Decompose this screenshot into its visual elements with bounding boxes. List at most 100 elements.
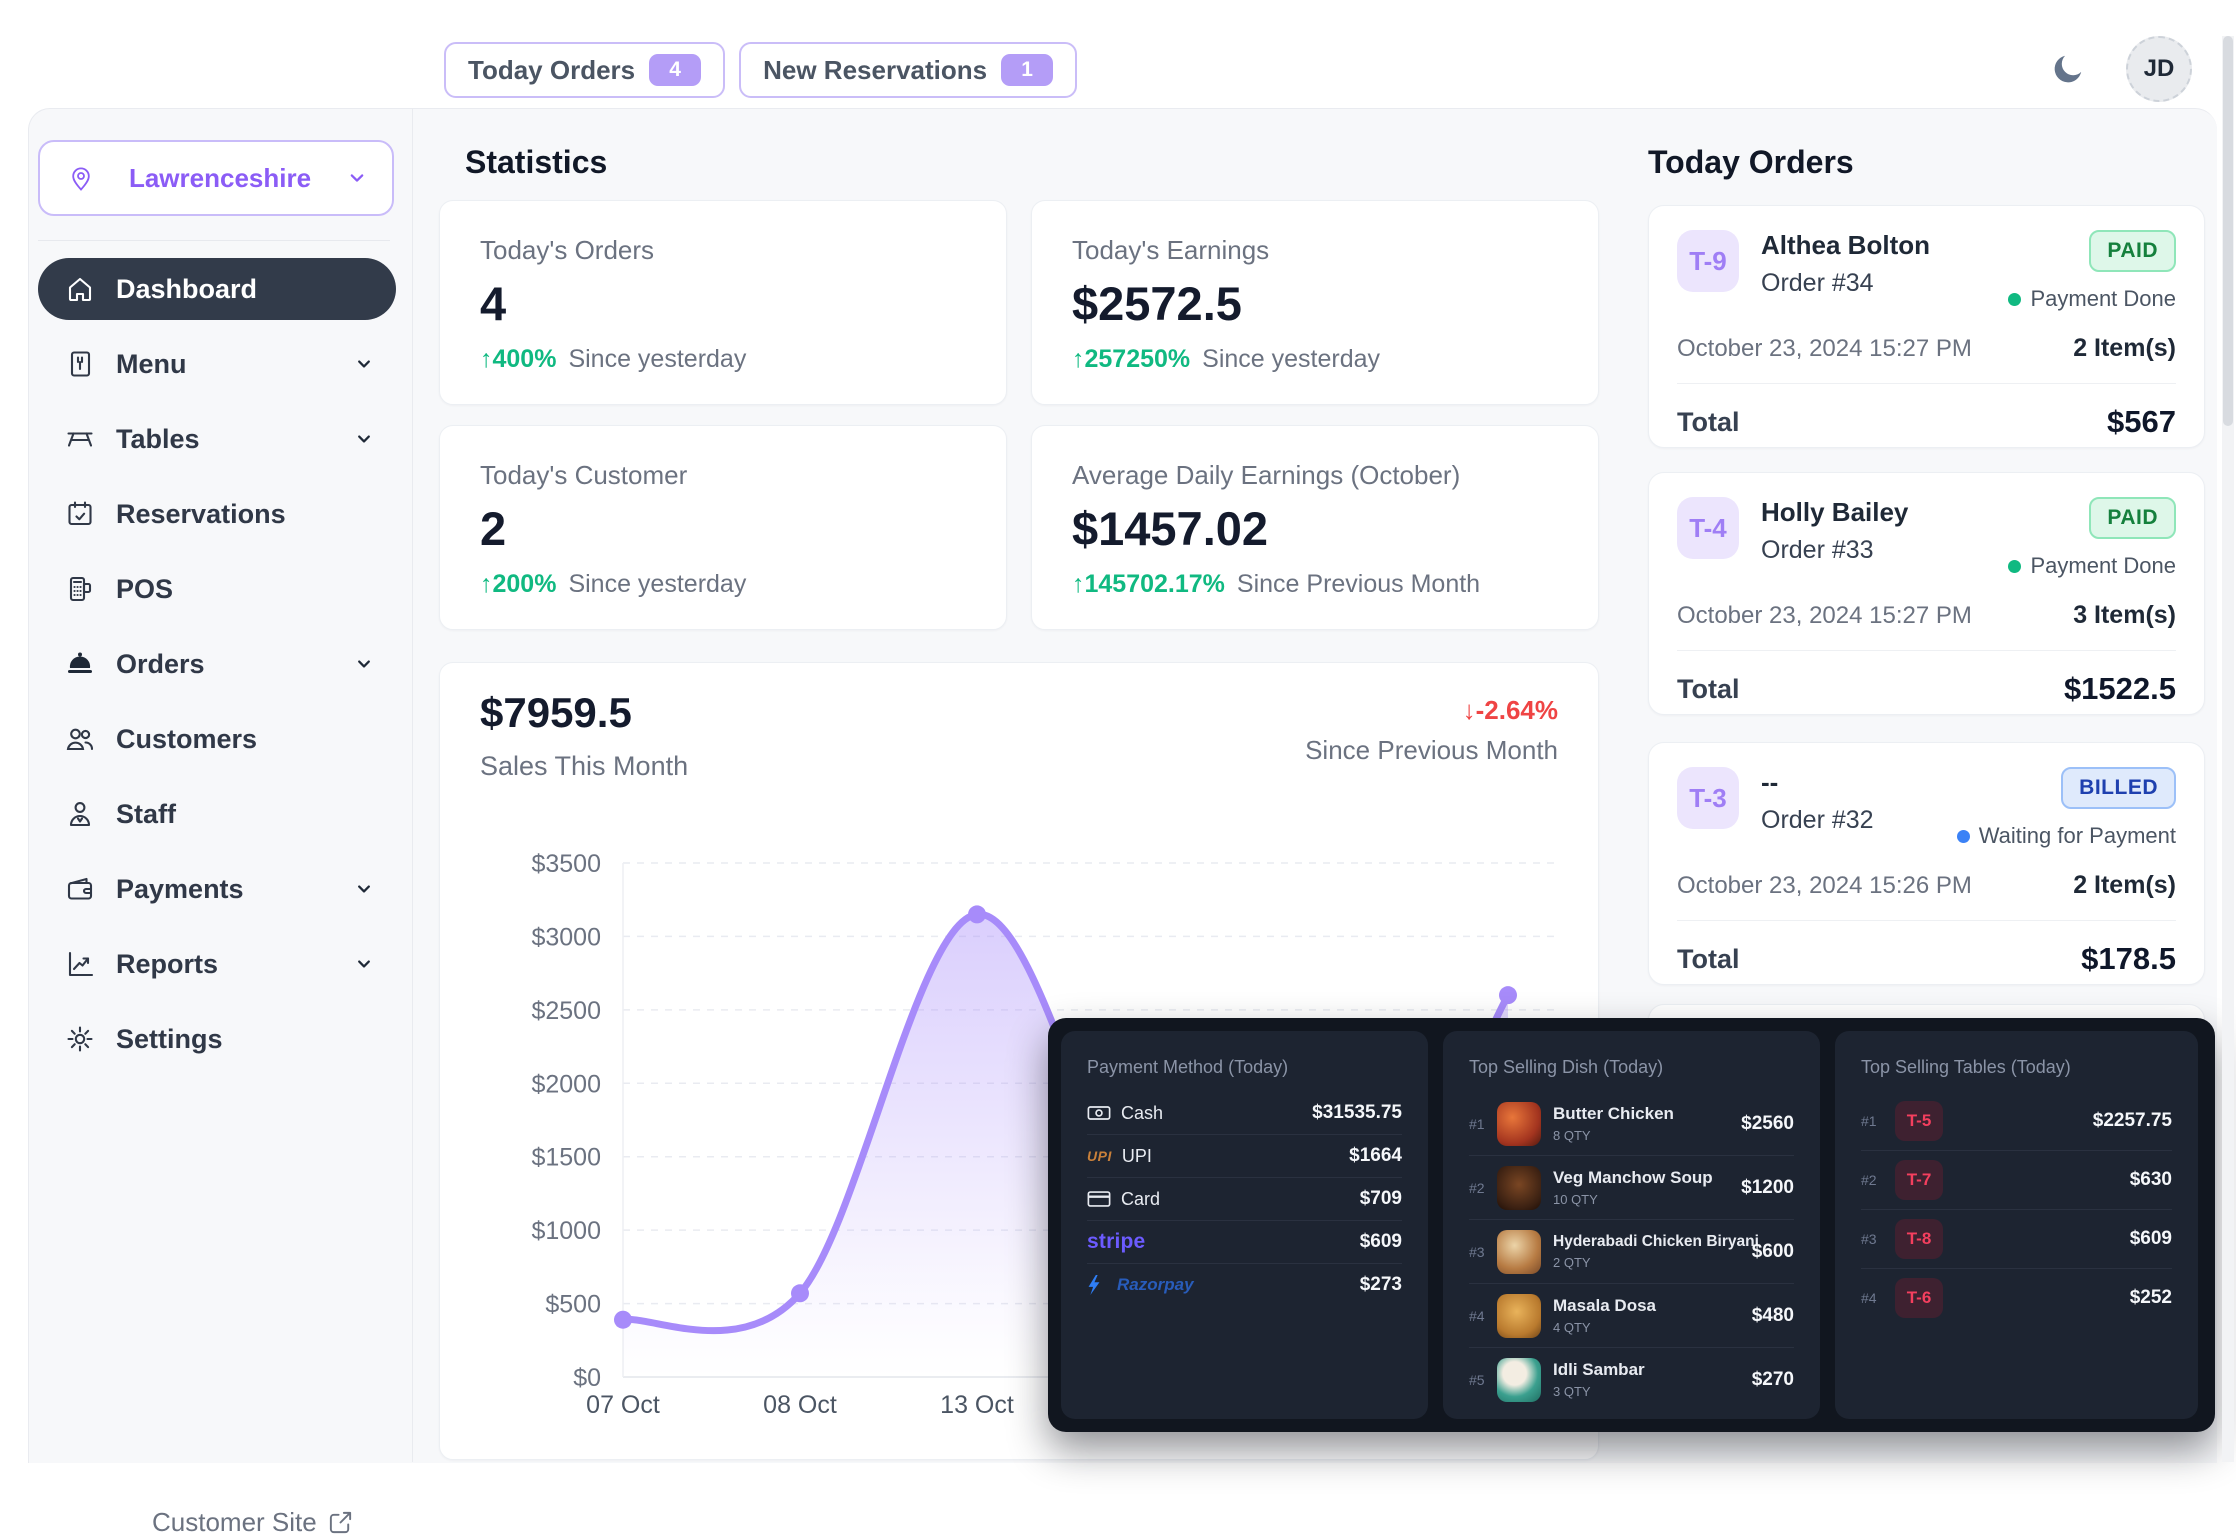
status-note-label: Waiting for Payment [1978,823,2176,848]
svg-text:$1000: $1000 [531,1217,601,1245]
order-items-count: 2 Item(s) [2073,334,2176,362]
order-customer-name: Althea Bolton [1761,230,1930,260]
status-note-label: Payment Done [2030,286,2176,311]
order-total-value: $1522.5 [2063,671,2176,706]
table-id-badge: T-7 [1895,1160,1943,1200]
today-orders-button-label: Today Orders [468,54,636,85]
sidebar-item-reservations[interactable]: Reservations [38,483,396,545]
dish-row: #5 Idli Sambar 3 QTY $270 [1469,1348,1794,1411]
sidebar-item-label: Payments [116,873,244,904]
dish-photo [1497,1357,1541,1402]
sidebar-item-customers[interactable]: Customers [38,708,396,770]
order-datetime: October 23, 2024 15:27 PM [1677,334,1972,362]
avatar[interactable]: JD [2126,36,2192,102]
payment-method-row: Razorpay $273 [1087,1264,1402,1306]
home-icon [64,274,96,304]
stat-value: 4 [480,277,507,330]
sidebar-item-reports[interactable]: Reports [38,933,396,995]
today-orders-button[interactable]: Today Orders 4 [444,42,726,98]
payment-method-title: Payment Method (Today) [1087,1057,1289,1077]
svg-text:$3000: $3000 [531,923,601,951]
payment-method-panel: Payment Method (Today) Cash $31535.75 UP… [1061,1031,1428,1419]
sidebar-item-settings[interactable]: Settings [38,1008,396,1070]
new-reservations-button-label: New Reservations [763,54,988,85]
svg-text:$1500: $1500 [531,1144,601,1172]
scrollbar-thumb[interactable] [2223,36,2233,426]
order-card[interactable]: T-9 Althea Bolton Order #34 PAID Payment… [1648,205,2205,448]
dish-row: #4 Masala Dosa 4 QTY $480 [1469,1284,1794,1348]
svg-text:$2500: $2500 [531,997,601,1025]
sidebar: Lawrenceshire Dashboard Menu Tables [28,108,413,1537]
sidebar-item-label: Reservations [116,498,286,529]
table-icon [64,424,96,454]
avatar-initials: JD [2143,55,2175,82]
new-reservations-button[interactable]: New Reservations 1 [739,42,1078,98]
header-buttons: Today Orders 4 New Reservations 1 [444,42,1078,98]
order-card[interactable]: T-3 -- Order #32 BILLED Waiting for Paym… [1648,742,2205,985]
sidebar-item-label: Customers [116,723,258,754]
order-customer-name: -- [1761,767,1779,797]
card-icon [1087,1187,1111,1211]
order-total-value: $178.5 [2081,941,2176,976]
stat-delta-note: Since Previous Month [1236,570,1481,598]
sidebar-item-dashboard[interactable]: Dashboard [38,258,396,320]
dish-rank: #4 [1469,1307,1485,1324]
top-selling-dish-title: Top Selling Dish (Today) [1469,1057,1664,1077]
users-icon [64,724,96,754]
sales-delta-note: Since Previous Month [1305,735,1558,765]
sidebar-item-label: Tables [116,423,200,454]
order-card[interactable]: T-4 Holly Bailey Order #33 PAID Payment … [1648,472,2205,715]
dish-rank: #5 [1469,1371,1485,1388]
dish-name: Idli Sambar [1553,1360,1645,1379]
dish-amount: $600 [1751,1240,1794,1262]
statistics-heading: Statistics [465,144,608,180]
dish-row: #2 Veg Manchow Soup 10 QTY $1200 [1469,1156,1794,1220]
sidebar-item-menu[interactable]: Menu [38,333,396,395]
dish-photo [1497,1165,1541,1210]
dish-photo [1497,1229,1541,1274]
chevron-down-icon [352,877,376,901]
dish-photo [1497,1293,1541,1338]
table-amount: $630 [2129,1169,2172,1190]
sidebar-item-label: Menu [116,348,187,379]
dish-amount: $270 [1751,1368,1794,1390]
chevron-down-icon [352,952,376,976]
sidebar-divider [38,240,390,241]
stat-delta-note: Since yesterday [1202,345,1381,373]
sidebar-item-label: POS [116,573,174,604]
order-number: Order #32 [1761,806,1874,834]
dish-rank: #1 [1469,1115,1485,1132]
sidebar-item-payments[interactable]: Payments [38,858,396,920]
scrollbar[interactable] [2222,36,2234,1462]
upi-logo: UPI [1087,1148,1112,1164]
chevron-down-icon [344,165,370,191]
payment-method-row: stripe $609 [1087,1221,1402,1264]
dish-photo [1497,1101,1541,1146]
table-id-badge: T-5 [1895,1101,1943,1141]
table-rank: #4 [1861,1290,1877,1306]
payment-method-label: Cash [1121,1102,1164,1123]
order-number: Order #34 [1761,269,1874,297]
status-badge: PAID [2089,230,2176,272]
status-note-label: Payment Done [2030,553,2176,578]
sidebar-item-tables[interactable]: Tables [38,408,396,470]
sidebar-nav: Dashboard Menu Tables Reservations [38,258,396,1083]
payment-method-label: Card [1121,1188,1161,1209]
svg-text:13 Oct: 13 Oct [940,1391,1014,1419]
table-rank-row: #1 T-5 $2257.75 [1861,1092,2172,1151]
sidebar-item-staff[interactable]: Staff [38,783,396,845]
top-bar: Today Orders 4 New Reservations 1 JD [0,0,2236,108]
status-badge: PAID [2089,497,2176,539]
stat-card-todays-orders: Today's Orders 4 ↑400% Since yesterday [439,200,1007,405]
sidebar-item-pos[interactable]: POS [38,558,396,620]
payment-method-amount: $1664 [1349,1145,1402,1166]
location-selector[interactable]: Lawrenceshire [38,140,394,216]
order-total-label: Total [1677,673,1740,704]
table-id-badge: T-8 [1895,1219,1943,1259]
table-rank: #2 [1861,1172,1877,1188]
sidebar-item-orders[interactable]: Orders [38,633,396,695]
customer-site-link[interactable]: Customer Site [146,1506,360,1539]
chevron-down-icon [352,352,376,376]
dark-mode-toggle[interactable] [2046,47,2090,91]
table-rank: #1 [1861,1113,1877,1129]
